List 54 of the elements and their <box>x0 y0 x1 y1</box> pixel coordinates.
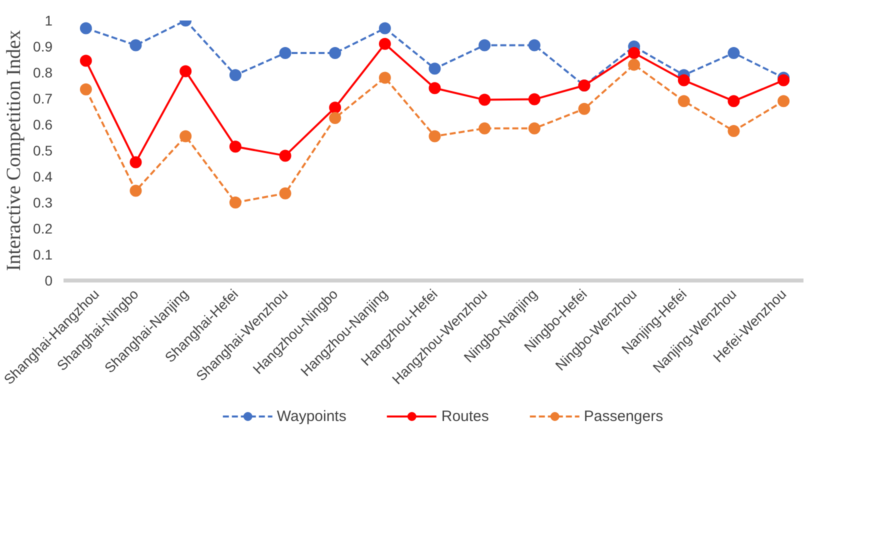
point <box>180 130 192 142</box>
y-tick-label: 1 <box>44 12 53 28</box>
point <box>130 39 142 52</box>
point <box>378 22 391 34</box>
point <box>130 184 142 197</box>
point <box>528 93 540 106</box>
legend-label: Waypoints <box>276 408 346 424</box>
point <box>329 112 342 124</box>
y-tick-label: 0.4 <box>33 168 53 184</box>
point <box>229 69 242 82</box>
point <box>80 83 92 96</box>
point <box>678 95 690 108</box>
y-tick-label: 0.6 <box>33 116 53 132</box>
point <box>428 130 441 142</box>
point <box>329 102 342 114</box>
point <box>180 65 192 78</box>
point <box>279 150 292 162</box>
legend-label: Routes <box>441 408 489 424</box>
point <box>378 38 391 50</box>
point <box>728 47 740 59</box>
point <box>80 54 92 67</box>
point <box>130 156 142 168</box>
point <box>528 122 540 134</box>
point <box>329 47 342 59</box>
point <box>778 74 790 86</box>
point <box>528 39 540 52</box>
y-tick-label: 0.1 <box>33 246 53 262</box>
point <box>728 95 740 108</box>
y-tick-label: 0.8 <box>33 64 53 80</box>
point <box>428 62 441 75</box>
point <box>428 82 441 94</box>
y-tick-label: 0.3 <box>33 194 53 210</box>
y-tick-label: 0.7 <box>33 90 53 106</box>
point <box>628 58 640 71</box>
point <box>728 125 740 137</box>
point <box>628 47 640 59</box>
point <box>678 74 690 86</box>
y-tick-label: 0.5 <box>33 142 53 158</box>
point <box>478 94 491 106</box>
point <box>778 95 790 108</box>
point <box>578 102 590 115</box>
point <box>279 187 292 200</box>
y-tick-label: 0 <box>44 272 53 288</box>
point <box>229 196 242 208</box>
point <box>80 22 92 34</box>
y-tick-label: 0.9 <box>33 38 53 54</box>
y-axis-title: Interactive Competition Index <box>3 30 26 272</box>
point <box>279 47 292 59</box>
y-tick-label: 0.2 <box>33 220 53 236</box>
point <box>478 122 491 134</box>
point <box>229 140 242 153</box>
point <box>378 72 391 84</box>
point <box>478 39 491 52</box>
legend-label: Passengers <box>584 408 664 424</box>
